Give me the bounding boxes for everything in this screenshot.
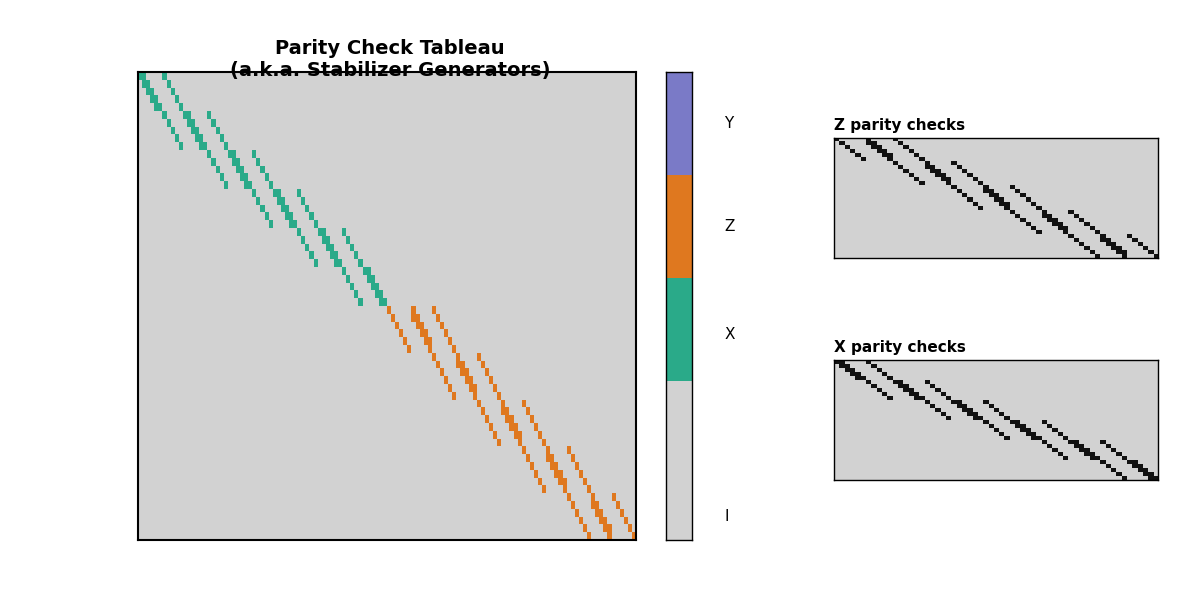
Text: Parity Check Tableau
(a.k.a. Stabilizer Generators): Parity Check Tableau (a.k.a. Stabilizer … — [229, 39, 551, 80]
Text: X: X — [724, 326, 734, 341]
Text: X parity checks: X parity checks — [834, 340, 966, 355]
Text: I: I — [724, 509, 728, 524]
Text: Y: Y — [724, 116, 733, 131]
Text: Z: Z — [724, 219, 734, 234]
Text: Z parity checks: Z parity checks — [834, 118, 965, 133]
